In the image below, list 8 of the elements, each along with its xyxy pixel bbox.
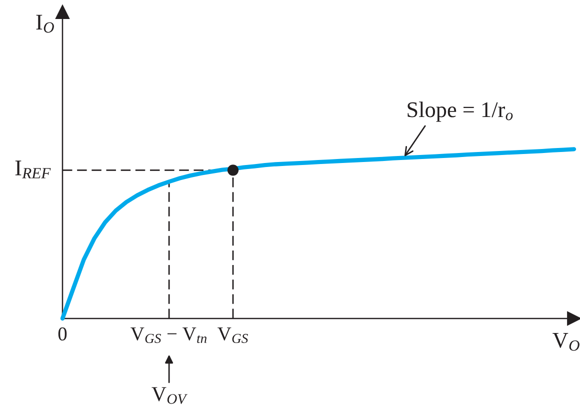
x-tick-label: 0 — [58, 327, 67, 341]
text: I$_{REF}$ — [15, 160, 51, 178]
text: Slope = 1/r$_{o}$ — [408, 102, 513, 122]
x-tick-label: V$_{GS}$ — [218, 327, 248, 344]
x-axis-title: V$_{O}$ — [552, 333, 580, 351]
x-tick-label: V$_{GS}$ − V$_{tn}$ — [130, 327, 207, 344]
text: I$_{O}$ — [36, 14, 54, 33]
text: V$_{OV}$ — [152, 387, 188, 404]
